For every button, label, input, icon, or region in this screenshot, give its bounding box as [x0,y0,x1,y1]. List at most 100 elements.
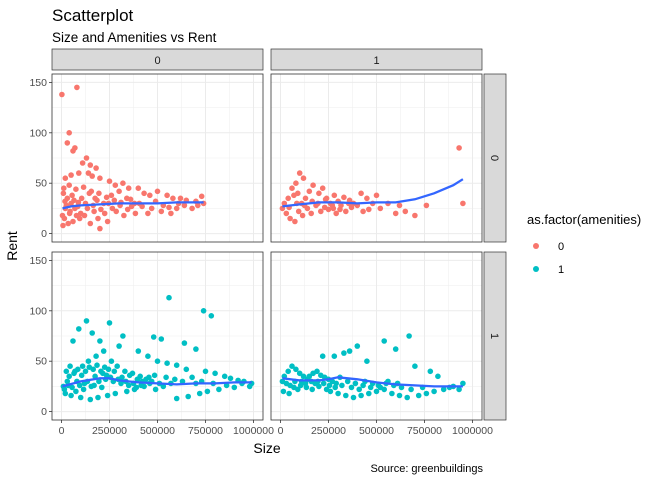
data-point [145,353,151,360]
data-point [120,333,126,339]
data-point [173,395,180,402]
x-axis-tick-label: 0 [278,425,284,437]
data-point [456,145,462,151]
facet-grid: 0 1 0 1 0 50 100 150 0 50 100 150 0 250000 500000 75000… [29,48,507,437]
data-point [427,368,434,375]
smooth-trend-line [282,178,464,208]
data-point [306,373,313,380]
caption: Source: greenbuildings [370,463,483,475]
data-point [92,195,98,202]
data-point [286,390,292,397]
data-point [423,202,430,209]
data-point [348,384,355,391]
data-point [151,372,158,379]
data-point [150,334,157,340]
facet-strip-row-0 [483,73,507,243]
data-point [348,204,355,211]
data-point [331,192,338,199]
data-point [460,380,466,387]
data-point [97,338,103,344]
data-point [68,172,74,178]
data-point [148,205,155,212]
data-point [198,193,205,200]
panel-border [270,73,483,243]
y-axis-tick-label: 150 [29,255,47,267]
data-point [75,199,82,206]
data-point [106,320,113,326]
data-point [408,386,414,393]
data-point [173,205,180,212]
data-point [70,338,76,344]
y-axis-tick-label: 100 [29,127,47,139]
data-point [70,218,76,225]
data-point [189,205,195,212]
data-point [116,188,122,195]
data-point [76,382,83,389]
data-point [95,394,101,401]
data-point [89,330,95,336]
panel-col1-row1 [270,251,483,421]
data-point [185,393,191,400]
data-point [62,175,69,181]
data-point [316,383,322,390]
data-point [339,382,345,389]
data-point [66,210,73,217]
data-point [281,200,288,207]
data-point [152,386,159,393]
data-point [170,195,176,202]
data-point [354,343,361,349]
data-point [108,192,115,199]
data-point [128,203,135,210]
data-point [227,375,234,382]
data-point [74,84,80,91]
data-point [66,130,72,136]
data-point [164,192,170,199]
data-point [120,180,126,186]
data-point [189,374,195,381]
data-point [373,388,380,395]
data-point [341,350,347,356]
data-point [332,384,339,391]
data-point [302,195,309,202]
data-point [61,215,68,222]
data-point [81,212,88,219]
data-point [377,205,384,212]
facet-strip-col-label: 1 [373,55,379,67]
data-point [173,362,180,369]
data-point [158,336,165,342]
data-point [366,390,372,397]
data-point [412,212,418,219]
data-point [343,392,349,399]
data-point [295,386,301,393]
data-point [154,188,161,195]
y-axis-tick-label: 150 [29,77,47,89]
data-point [291,192,297,199]
data-point [398,384,405,391]
data-point [377,384,384,391]
data-point [322,196,329,203]
legend-item-label: 0 [558,241,564,253]
data-point [440,386,447,393]
data-point [68,392,74,399]
data-point [172,376,178,383]
facet-strip-col-label: 0 [154,55,160,67]
data-point [138,382,144,389]
data-point [166,294,172,301]
data-point [183,366,190,373]
panel-border [51,73,264,243]
data-point [133,384,140,391]
x-axis-tick-label: 250000 [311,425,346,437]
data-point [95,215,101,222]
x-axis-tick-label: 750000 [407,425,442,437]
data-point [299,212,306,219]
data-point [121,212,127,219]
data-point [105,366,112,373]
data-point [314,368,320,375]
data-point [404,394,411,401]
data-point [352,380,359,387]
data-point [289,363,295,370]
data-point [204,388,211,395]
data-point [61,185,67,191]
data-point [125,185,132,191]
data-point [109,205,116,212]
